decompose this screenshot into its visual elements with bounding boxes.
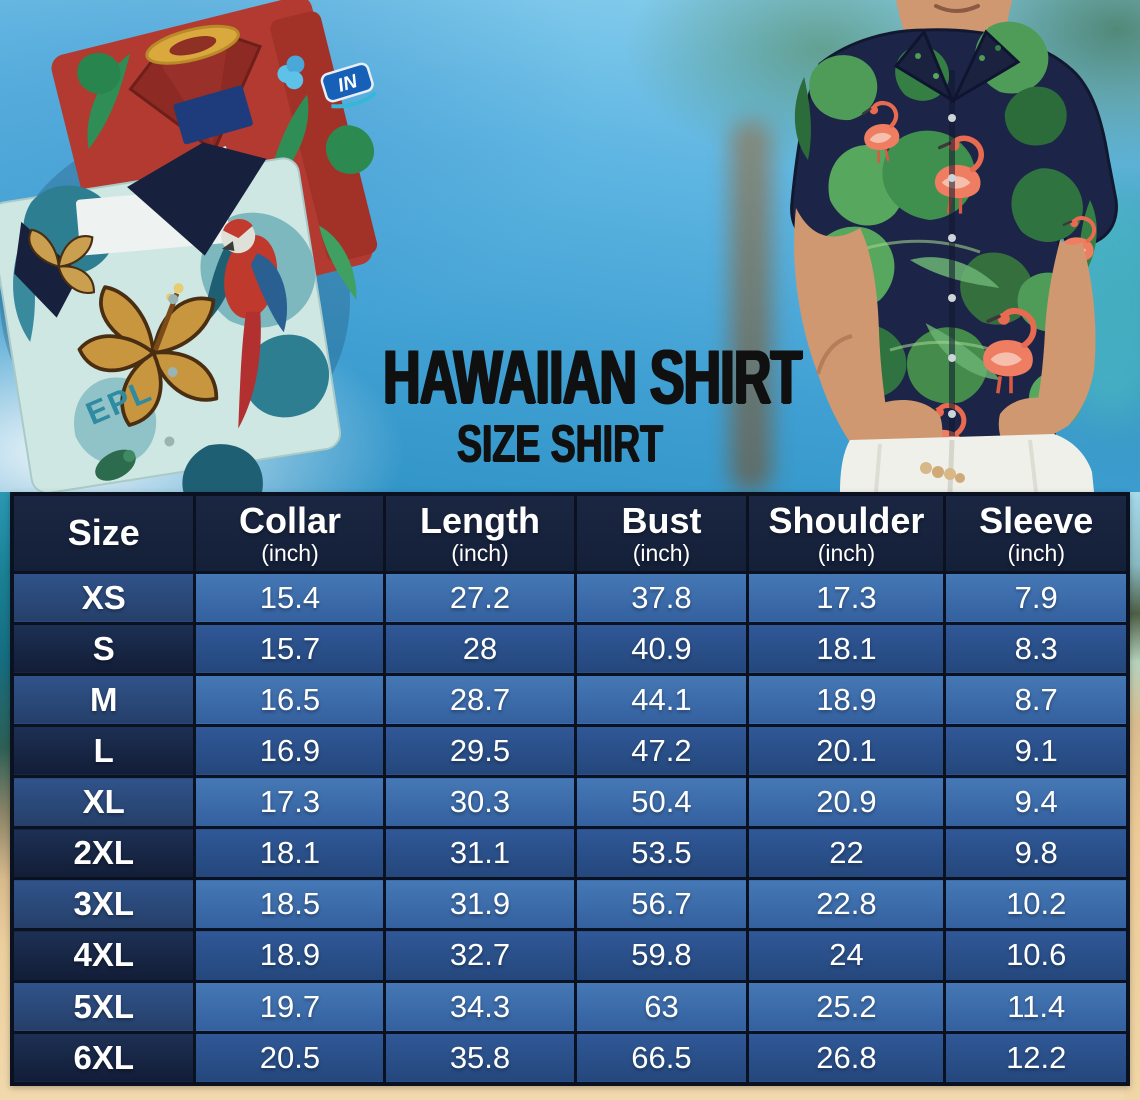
- column-header-collar: Collar (inch): [193, 492, 387, 574]
- measurement-value: 22: [746, 826, 947, 881]
- measurement-value: 40.9: [573, 621, 750, 676]
- measurement-value: 10.2: [943, 877, 1130, 932]
- measurement-value: 20.9: [746, 774, 947, 830]
- palm-trunk-blur: [730, 120, 772, 492]
- measurement-value: 18.5: [193, 877, 387, 932]
- measurement-value: 31.9: [383, 877, 577, 932]
- rope-belt: [920, 462, 965, 483]
- size-label: XL: [10, 774, 197, 830]
- measurement-value: 16.9: [193, 723, 387, 779]
- measurement-value: 9.4: [943, 774, 1130, 830]
- measurement-value: 12.2: [943, 1030, 1130, 1086]
- inner-size-label: [173, 85, 253, 145]
- measurement-value: 27.2: [383, 570, 577, 625]
- hibiscus-flower-small: [28, 228, 96, 294]
- measurement-value: 19.7: [193, 979, 387, 1034]
- folded-shirts-photo: M IN: [0, 0, 380, 492]
- measurement-value: 31.1: [383, 826, 577, 881]
- table-row-m: M 16.5 28.7 44.1 18.9 8.7: [10, 672, 1130, 727]
- measurement-value: 63: [573, 979, 750, 1034]
- measurement-value: 25.2: [746, 979, 947, 1034]
- table-row-6xl: 6XL 20.5 35.8 66.5 26.8 12.2: [10, 1030, 1130, 1086]
- table-row-4xl: 4XL 18.9 32.7 59.8 24 10.6: [10, 928, 1130, 983]
- measurement-value: 34.3: [383, 979, 577, 1034]
- table-row-5xl: 5XL 19.7 34.3 63 25.2 11.4: [10, 979, 1130, 1034]
- measurement-value: 11.4: [943, 979, 1130, 1034]
- parrot: [221, 219, 287, 429]
- page-title: HAWAIIAN SHIRT: [383, 335, 802, 420]
- measurement-value: 9.8: [943, 826, 1130, 881]
- teal-shirt-collar: [127, 142, 267, 256]
- measurement-value: 18.9: [746, 672, 947, 727]
- size-label: 6XL: [10, 1030, 197, 1086]
- measurement-value: 15.4: [193, 570, 387, 625]
- measurement-value: 28: [383, 621, 577, 676]
- size-label: L: [10, 723, 197, 779]
- measurement-value: 28.7: [383, 672, 577, 727]
- column-header-length: Length (inch): [383, 492, 577, 574]
- measurement-value: 8.3: [943, 621, 1130, 676]
- column-header-bust: Bust (inch): [573, 492, 750, 574]
- size-label: S: [10, 621, 197, 676]
- measurement-value: 37.8: [573, 570, 750, 625]
- table-row-3xl: 3XL 18.5 31.9 56.7 22.8 10.2: [10, 877, 1130, 932]
- title-block: HAWAIIAN SHIRT SIZE SHIRT: [300, 335, 820, 474]
- column-header-size: Size: [10, 492, 197, 574]
- measurement-value: 10.6: [943, 928, 1130, 983]
- size-label: 3XL: [10, 877, 197, 932]
- measurement-value: 44.1: [573, 672, 750, 727]
- measurement-value: 20.1: [746, 723, 947, 779]
- measurement-value: 32.7: [383, 928, 577, 983]
- hero-banner: M IN: [0, 0, 1140, 492]
- teal-shirt: EPL: [0, 142, 347, 492]
- size-table-header: Size Collar (inch) Length (inch) Bust (inch) Sh…: [10, 492, 1130, 574]
- measurement-value: 17.3: [746, 570, 947, 625]
- size-label: 5XL: [10, 979, 197, 1034]
- model-pants: [840, 434, 1094, 492]
- sleeve-logo: IN: [320, 62, 377, 109]
- table-row-2xl: 2XL 18.1 31.1 53.5 22 9.8: [10, 826, 1130, 881]
- size-label: 2XL: [10, 826, 197, 881]
- hibiscus-flower: [77, 283, 219, 427]
- shirt-collar: [893, 29, 1021, 104]
- shirt-buttons: [948, 114, 956, 418]
- column-header-shoulder: Shoulder (inch): [746, 492, 947, 574]
- measurement-value: 35.8: [383, 1030, 577, 1086]
- measurement-value: 15.7: [193, 621, 387, 676]
- model-photo: [777, 0, 1119, 492]
- measurement-value: 66.5: [573, 1030, 750, 1086]
- header-row: Size Collar (inch) Length (inch) Bust (inch) Sh…: [10, 492, 1130, 574]
- table-row-xl: XL 17.3 30.3 50.4 20.9 9.4: [10, 774, 1130, 830]
- size-table: Size Collar (inch) Length (inch) Bust (inch) Sh…: [10, 492, 1130, 1086]
- measurement-value: 8.7: [943, 672, 1130, 727]
- table-row-xs: XS 15.4 27.2 37.8 17.3 7.9: [10, 570, 1130, 625]
- table-row-l: L 16.9 29.5 47.2 20.1 9.1: [10, 723, 1130, 779]
- measurement-value: 20.5: [193, 1030, 387, 1086]
- measurement-value: 18.9: [193, 928, 387, 983]
- measurement-value: 18.1: [746, 621, 947, 676]
- size-table-body: XS 15.4 27.2 37.8 17.3 7.9 S 15.7 28 40.9 18.1 8.3 M…: [10, 570, 1130, 1086]
- measurement-value: 56.7: [573, 877, 750, 932]
- measurement-value: 30.3: [383, 774, 577, 830]
- table-row-s: S 15.7 28 40.9 18.1 8.3: [10, 621, 1130, 676]
- page-subtitle: SIZE SHIRT: [457, 415, 663, 474]
- measurement-value: 24: [746, 928, 947, 983]
- measurement-value: 47.2: [573, 723, 750, 779]
- measurement-value: 59.8: [573, 928, 750, 983]
- measurement-value: 16.5: [193, 672, 387, 727]
- measurement-value: 7.9: [943, 570, 1130, 625]
- measurement-value: 26.8: [746, 1030, 947, 1086]
- measurement-value: 18.1: [193, 826, 387, 881]
- size-label: M: [10, 672, 197, 727]
- size-label: 4XL: [10, 928, 197, 983]
- size-label: XS: [10, 570, 197, 625]
- measurement-value: 29.5: [383, 723, 577, 779]
- measurement-value: 50.4: [573, 774, 750, 830]
- measurement-value: 53.5: [573, 826, 750, 881]
- measurement-value: 17.3: [193, 774, 387, 830]
- column-header-sleeve: Sleeve (inch): [943, 492, 1130, 574]
- measurement-value: 22.8: [746, 877, 947, 932]
- measurement-value: 9.1: [943, 723, 1130, 779]
